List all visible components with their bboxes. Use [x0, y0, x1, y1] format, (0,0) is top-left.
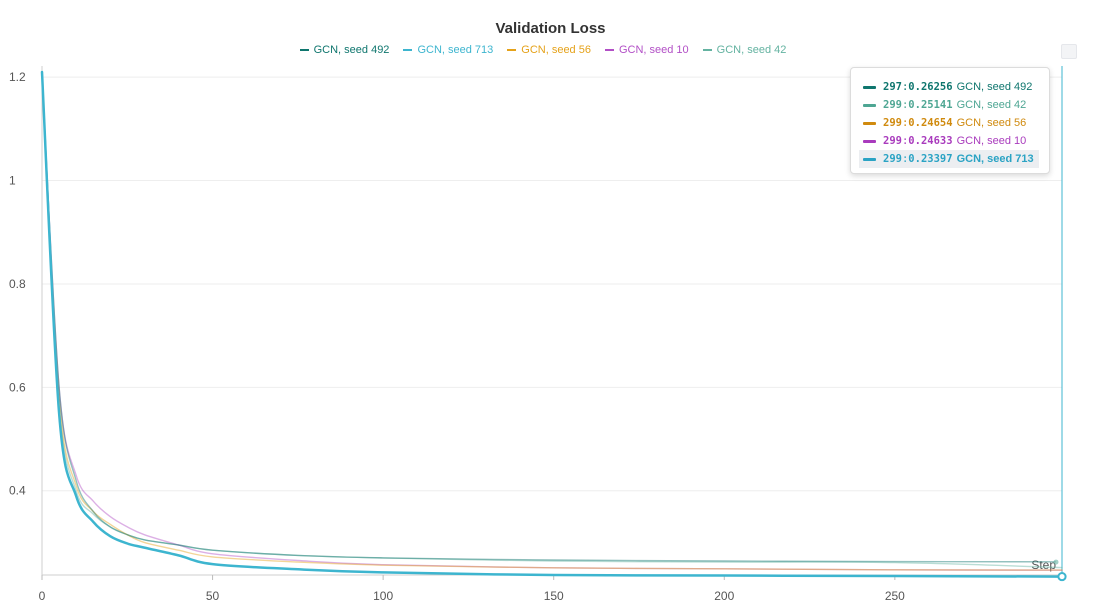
tooltip-value: 0.25141 — [908, 99, 953, 111]
legend-label: GCN, seed 42 — [716, 44, 787, 56]
y-tick-label: 1.2 — [9, 70, 26, 84]
tooltip-step: 299 — [883, 117, 902, 129]
tooltip-step: 299 — [883, 135, 902, 147]
tooltip-row: 299: 0.25141 GCN, seed 42 — [859, 96, 1039, 114]
tooltip-step: 299 — [883, 99, 902, 111]
tooltip-step: 297 — [883, 81, 902, 93]
tooltip-separator: : — [901, 117, 909, 129]
hover-point — [1057, 571, 1067, 582]
legend-swatch — [299, 49, 309, 51]
series-line-gcn-seed-492 — [41, 71, 1056, 563]
tooltip-swatch — [863, 103, 876, 107]
tooltip-series-name: GCN, seed 492 — [956, 81, 1033, 93]
legend-item[interactable]: GCN, seed 492 — [299, 44, 390, 56]
tooltip-separator: : — [901, 135, 909, 147]
chart-title: Validation Loss — [495, 20, 606, 37]
legend-item[interactable]: GCN, seed 56 — [507, 44, 591, 56]
hover-tooltip: 297: 0.26256 GCN, seed 492 299: 0.25141 GCN… — [850, 67, 1050, 174]
tooltip-separator: : — [901, 99, 909, 111]
x-tick-label: 250 — [885, 589, 905, 603]
tooltip-swatch — [863, 139, 876, 143]
legend-item[interactable]: GCN, seed 10 — [604, 44, 689, 56]
legend-item[interactable]: GCN, seed 42 — [702, 44, 787, 56]
tooltip-row: 299: 0.24654 GCN, seed 56 — [859, 114, 1039, 132]
tooltip-separator: : — [901, 81, 909, 93]
x-tick-label: 150 — [544, 589, 564, 603]
series-line-gcn-seed-56 — [41, 71, 1063, 571]
tooltip-separator: : — [901, 153, 909, 165]
chart-legend: GCN, seed 492 GCN, seed 713 GCN, seed 56 GC… — [0, 44, 1086, 56]
legend-swatch — [702, 49, 712, 51]
x-tick-label: 0 — [39, 589, 46, 603]
tooltip-value: 0.23397 — [908, 153, 953, 165]
legend-swatch — [507, 49, 517, 51]
tooltip-series-name: GCN, seed 10 — [956, 135, 1027, 147]
y-tick-label: 1 — [9, 174, 16, 188]
legend-swatch — [403, 49, 413, 51]
tooltip-row: 299: 0.23397 GCN, seed 713 — [859, 150, 1039, 168]
tooltip-row: 299: 0.24633 GCN, seed 10 — [859, 132, 1039, 150]
series-line-gcn-seed-42 — [41, 71, 1063, 569]
panel-menu-button[interactable] — [1061, 44, 1077, 59]
tooltip-row: 297: 0.26256 GCN, seed 492 — [859, 78, 1039, 96]
x-tick-label: 100 — [373, 589, 393, 603]
tooltip-series-name: GCN, seed 713 — [956, 153, 1034, 165]
y-tick-label: 0.6 — [9, 380, 26, 394]
legend-label: GCN, seed 713 — [417, 44, 494, 56]
x-axis-label: Step — [1031, 558, 1056, 572]
tooltip-value: 0.24633 — [908, 135, 953, 147]
y-tick-label: 0.8 — [9, 277, 26, 291]
tooltip-swatch — [863, 157, 876, 161]
x-tick-label: 200 — [714, 589, 734, 603]
tooltip-series-name: GCN, seed 42 — [956, 99, 1027, 111]
series-endpoint — [1053, 559, 1059, 565]
tooltip-swatch — [863, 85, 876, 89]
legend-label: GCN, seed 56 — [521, 44, 591, 56]
legend-label: GCN, seed 10 — [618, 44, 689, 56]
x-tick-label: 50 — [206, 589, 220, 603]
series-line-gcn-seed-10 — [41, 71, 1063, 571]
tooltip-step: 299 — [883, 153, 902, 165]
legend-label: GCN, seed 492 — [313, 44, 390, 56]
y-tick-label: 0.4 — [9, 484, 26, 498]
tooltip-value: 0.24654 — [908, 117, 953, 129]
legend-item[interactable]: GCN, seed 713 — [403, 44, 493, 56]
tooltip-swatch — [863, 121, 876, 125]
series-line-gcn-seed-713 — [40, 70, 1064, 578]
legend-swatch — [604, 49, 614, 51]
tooltip-value: 0.26256 — [908, 81, 953, 93]
tooltip-series-name: GCN, seed 56 — [956, 117, 1027, 129]
